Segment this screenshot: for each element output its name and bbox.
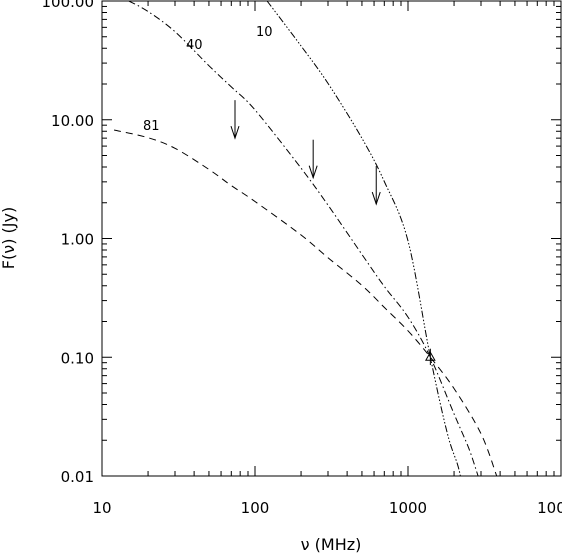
series-line-40	[128, 0, 479, 477]
series-label-10: 10	[256, 25, 273, 40]
data-point-marker	[425, 351, 436, 361]
x-tick-label: 10	[92, 499, 111, 517]
data-points	[425, 348, 436, 366]
axis-ticks	[101, 1, 561, 477]
x-tick-label: 100	[241, 499, 270, 517]
upper-limit-head	[308, 165, 318, 180]
series-line-81	[113, 129, 498, 477]
x-tick-label: 10000	[537, 499, 562, 517]
y-tick-label: 1.00	[61, 231, 94, 249]
upper-limit-arrow	[371, 166, 381, 206]
y-tick-label: 0.10	[61, 349, 94, 367]
series-label-81: 81	[143, 119, 160, 134]
series-line-10	[266, 0, 461, 477]
y-axis-title: F(ν) (Jy)	[0, 207, 18, 269]
x-tick-label: 1000	[389, 499, 427, 517]
curve-labels: 10 40 81	[143, 25, 273, 134]
measured-point	[425, 348, 436, 366]
upper-limit-head	[230, 125, 240, 140]
upper-limit-arrow	[308, 139, 318, 180]
y-tick-label: 10.00	[51, 112, 94, 130]
tick-labels: 10 100 1000 10000 0.01 0.10 1.00 10.00 100.00	[42, 0, 562, 517]
plot-frame	[101, 0, 562, 477]
series-label-40: 40	[186, 38, 203, 53]
x-axis-title: ν (MHz)	[301, 535, 362, 554]
upper-limit-head	[371, 191, 381, 206]
y-tick-label: 0.01	[61, 468, 94, 486]
curves	[113, 0, 498, 477]
y-tick-label: 100.00	[42, 0, 95, 11]
upper-limit-arrow	[230, 100, 240, 140]
upper-limit-arrows	[230, 100, 381, 206]
